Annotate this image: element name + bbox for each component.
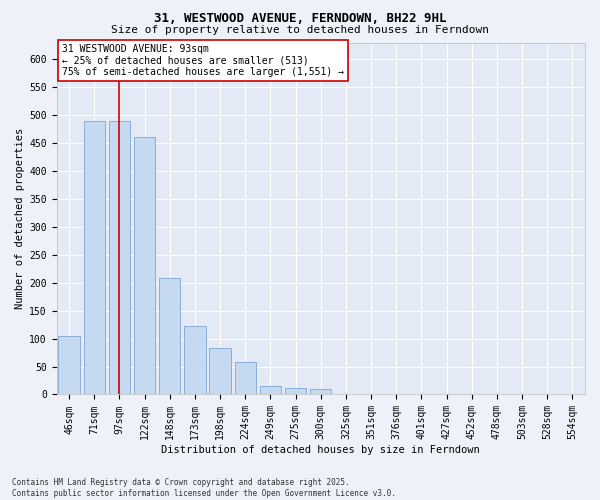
Bar bbox=[235, 362, 256, 394]
Bar bbox=[310, 389, 331, 394]
Text: 31 WESTWOOD AVENUE: 93sqm
← 25% of detached houses are smaller (513)
75% of semi: 31 WESTWOOD AVENUE: 93sqm ← 25% of detac… bbox=[62, 44, 344, 78]
Bar bbox=[109, 120, 130, 394]
Bar bbox=[260, 386, 281, 394]
Bar bbox=[184, 326, 206, 394]
Bar bbox=[83, 120, 105, 394]
Text: Contains HM Land Registry data © Crown copyright and database right 2025.
Contai: Contains HM Land Registry data © Crown c… bbox=[12, 478, 396, 498]
Bar bbox=[134, 138, 155, 394]
X-axis label: Distribution of detached houses by size in Ferndown: Distribution of detached houses by size … bbox=[161, 445, 480, 455]
Text: 31, WESTWOOD AVENUE, FERNDOWN, BH22 9HL: 31, WESTWOOD AVENUE, FERNDOWN, BH22 9HL bbox=[154, 12, 446, 26]
Bar bbox=[58, 336, 80, 394]
Bar bbox=[209, 348, 231, 395]
Bar bbox=[159, 278, 181, 394]
Text: Size of property relative to detached houses in Ferndown: Size of property relative to detached ho… bbox=[111, 25, 489, 35]
Bar bbox=[285, 388, 306, 394]
Y-axis label: Number of detached properties: Number of detached properties bbox=[15, 128, 25, 309]
